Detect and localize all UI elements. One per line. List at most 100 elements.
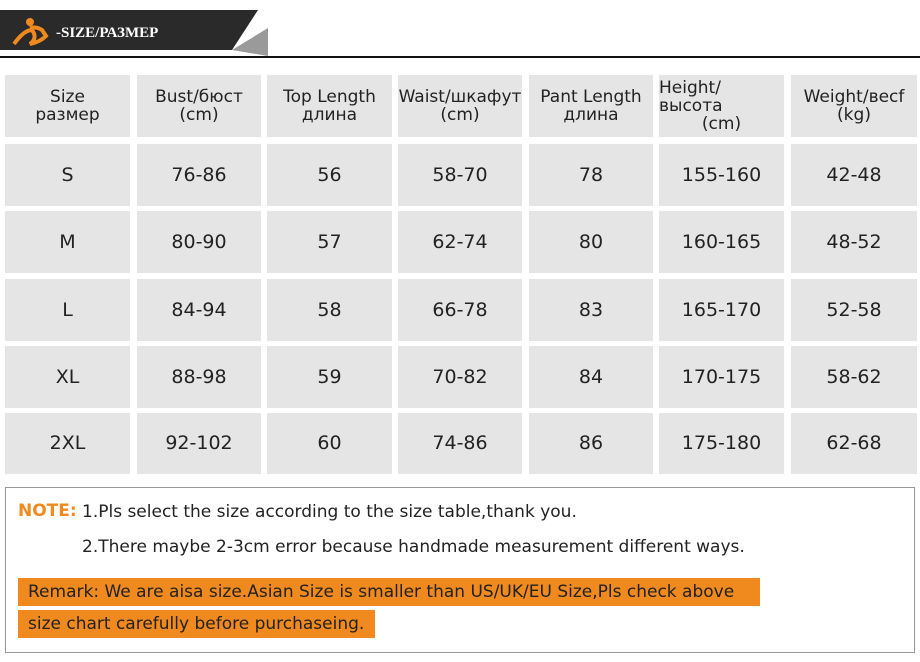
header-text: (cm) — [701, 114, 742, 134]
cell-text: 52-58 — [826, 298, 882, 321]
table-cell: 78 — [529, 144, 653, 206]
remark-line: size chart carefully before purchaseing. — [18, 610, 375, 638]
cell-text: 86 — [578, 432, 604, 454]
header-bar: -SIZE/РАЗМЕР — [0, 10, 920, 58]
cell-text: 155-160 — [681, 163, 762, 186]
cell-text: 80 — [578, 230, 604, 253]
table-cell: 60 — [267, 413, 392, 474]
header-text: (cm) — [179, 105, 219, 125]
header-text: Top Length — [283, 87, 376, 107]
cell-text: 165-170 — [681, 298, 762, 321]
header-cell: Pant Length длина — [529, 75, 653, 137]
cell-text: 84 — [578, 365, 604, 388]
table-cell: 59 — [267, 346, 392, 408]
cell-text: 42-48 — [826, 163, 882, 186]
cell-text: XL — [55, 365, 80, 388]
table-cell: 76-86 — [137, 144, 261, 206]
cell-text: 2XL — [49, 432, 86, 454]
header-cell: Weight/весf (kg) — [791, 75, 917, 137]
cell-text: 80-90 — [171, 230, 227, 253]
cell-text: L — [62, 298, 73, 321]
table-cell: 155-160 — [659, 144, 784, 206]
table-cell: 66-78 — [398, 279, 522, 341]
cell-text: 57 — [317, 230, 342, 253]
header-cell: Top Length длина — [267, 75, 392, 137]
table-cell: 92-102 — [137, 413, 261, 474]
cell-text: 58 — [317, 298, 342, 321]
table-cell: XL — [5, 346, 130, 408]
table-cell: 48-52 — [791, 211, 917, 273]
cell-text: 62-68 — [826, 432, 882, 454]
cell-text: 66-78 — [432, 298, 488, 321]
cell-text: 175-180 — [681, 432, 762, 454]
table-cell: 70-82 — [398, 346, 522, 408]
cell-text: 48-52 — [826, 230, 882, 253]
table-cell: 80-90 — [137, 211, 261, 273]
cell-text: 59 — [317, 365, 342, 388]
table-cell: 56 — [267, 144, 392, 206]
cell-text: M — [59, 230, 76, 253]
cell-text: 170-175 — [681, 365, 762, 388]
header-text: размер — [35, 105, 100, 125]
table-cell: 83 — [529, 279, 653, 341]
table-cell: 84-94 — [137, 279, 261, 341]
cell-text: 62-74 — [432, 230, 488, 253]
cell-text: 84-94 — [171, 298, 227, 321]
table-cell: 74-86 — [398, 413, 522, 474]
cell-text: 76-86 — [171, 163, 227, 186]
header-title: -SIZE/РАЗМЕР — [56, 25, 158, 41]
table-cell: 62-74 — [398, 211, 522, 273]
table-cell: 88-98 — [137, 346, 261, 408]
cell-text: 74-86 — [432, 432, 488, 454]
cell-text: 58-62 — [826, 365, 882, 388]
cell-text: S — [61, 163, 74, 186]
table-cell: 42-48 — [791, 144, 917, 206]
header-band — [0, 10, 258, 50]
header-text: Size — [50, 87, 85, 107]
header-text: (cm) — [440, 105, 480, 125]
cell-text: 58-70 — [432, 163, 488, 186]
cell-text: 70-82 — [432, 365, 488, 388]
table-cell: 58-62 — [791, 346, 917, 408]
table-cell: 2XL — [5, 413, 130, 474]
header-text: Bust/бюст — [155, 87, 243, 107]
header-text: Pant Length — [540, 87, 642, 107]
cell-text: 92-102 — [165, 432, 233, 454]
note-line: 1.Pls select the size according to the s… — [82, 502, 577, 522]
header-cell: Size размер — [5, 75, 130, 137]
logo — [12, 18, 49, 46]
table-cell: M — [5, 211, 130, 273]
table-cell: 62-68 — [791, 413, 917, 474]
table-cell: 84 — [529, 346, 653, 408]
header-text: длина — [301, 105, 358, 125]
table-cell: L — [5, 279, 130, 341]
table-cell: 58 — [267, 279, 392, 341]
table-cell: 175-180 — [659, 413, 784, 474]
table-cell: 165-170 — [659, 279, 784, 341]
cell-text: 78 — [578, 163, 604, 186]
table-cell: S — [5, 144, 130, 206]
table-cell: 170-175 — [659, 346, 784, 408]
header-text: Height/высота — [659, 78, 723, 116]
note-label: NOTE: — [18, 501, 77, 521]
cell-text: 88-98 — [171, 365, 227, 388]
header-text: Weight/весf — [803, 87, 905, 107]
header-cell: Waist/шкафут (cm) — [398, 75, 522, 137]
header-text: длина — [563, 105, 619, 125]
table-cell: 52-58 — [791, 279, 917, 341]
cell-text: 56 — [317, 163, 342, 186]
note-line: 2.There maybe 2-3cm error because handma… — [82, 537, 745, 557]
header-text: (kg) — [837, 105, 871, 125]
cell-text: 83 — [578, 298, 604, 321]
table-cell: 57 — [267, 211, 392, 273]
table-cell: 86 — [529, 413, 653, 474]
cell-text: 60 — [317, 432, 342, 454]
table-cell: 160-165 — [659, 211, 784, 273]
header-shard — [232, 28, 268, 56]
remark-line: Remark: We are aisa size.Asian Size is s… — [18, 578, 760, 606]
table-cell: 58-70 — [398, 144, 522, 206]
header-cell: Bust/бюст (cm) — [137, 75, 261, 137]
table-cell: 80 — [529, 211, 653, 273]
cell-text: 160-165 — [681, 230, 762, 253]
